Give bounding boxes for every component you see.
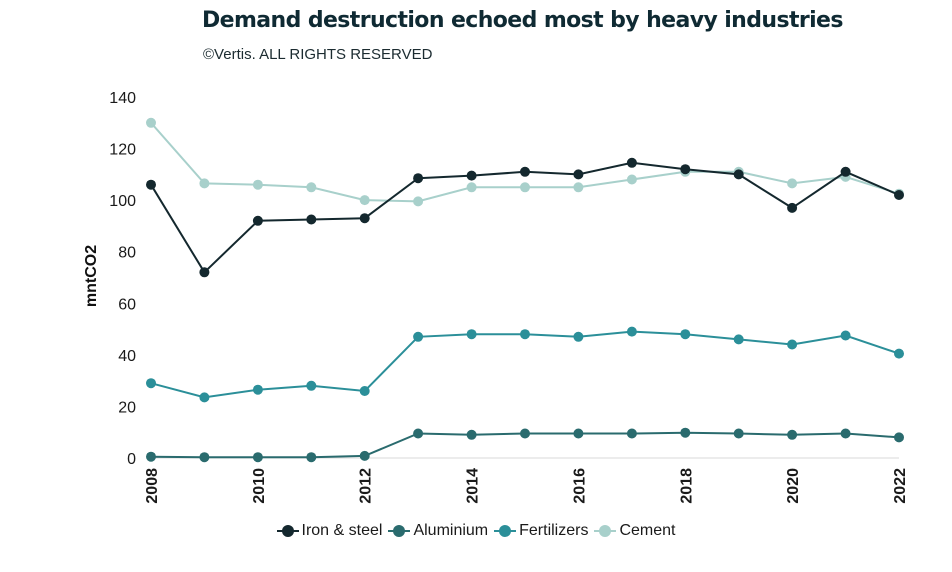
data-point [252,179,263,190]
data-point [626,174,637,185]
data-point [306,214,317,225]
y-tick-label: 20 [118,399,136,416]
data-point [573,169,584,180]
data-point [413,331,424,342]
legend-label: Fertilizers [519,522,589,539]
data-point [573,428,584,439]
data-point [359,450,370,461]
data-point [520,182,530,193]
series-cement [146,117,904,207]
chart-title: Demand destruction echoed most by heavy … [202,8,843,33]
y-tick-label: 140 [109,90,136,107]
data-point [306,380,317,391]
data-point [466,182,477,193]
y-tick-label: 0 [127,451,136,468]
data-point [306,182,317,193]
y-tick-label: 60 [118,296,136,313]
x-tick-label: 2008 [144,468,161,504]
legend-marker-icon [276,524,299,538]
data-point [520,166,530,177]
data-point [733,169,744,180]
legend-label: Iron & steel [301,522,383,539]
series-fertilizers [146,326,904,403]
data-point [894,432,904,443]
data-point [680,427,691,438]
data-point [252,384,263,395]
x-tick-label: 2012 [358,468,375,504]
data-point [573,182,584,193]
x-tick-label: 2022 [892,468,909,504]
legend-item: Iron & steel [276,522,383,540]
data-point [787,429,798,440]
data-point [520,428,530,439]
x-tick-label: 2016 [571,468,588,504]
data-point [466,170,477,181]
x-axis-tick-labels: 2008 2010 2012 2014 2016 2018 2020 2022 [144,468,909,504]
data-point [894,190,904,200]
data-point [787,178,798,189]
data-point [626,428,637,439]
data-point [680,164,691,175]
data-point [466,429,477,440]
legend-item: Aluminium [388,522,488,540]
data-point [146,378,156,389]
series-line [150,330,900,399]
legend-marker-icon [594,524,617,538]
data-point [733,428,744,439]
data-point [306,452,317,463]
data-point [466,329,477,340]
data-point [146,117,156,128]
data-point [413,196,424,207]
y-axis-label: mntCO2 [83,245,100,307]
legend-label: Aluminium [413,522,489,539]
data-point [146,451,156,462]
data-point [413,428,424,439]
data-point [787,339,798,350]
data-point [894,348,904,359]
data-point [199,178,210,189]
legend: Iron & steel Aluminium Fertilizers Cement [0,522,952,540]
data-point [840,428,851,439]
data-point [680,329,691,340]
y-tick-label: 40 [118,348,136,365]
y-tick-label: 100 [109,193,136,210]
data-point [359,213,370,224]
data-point [146,179,156,190]
series-line [150,161,900,274]
data-point [840,166,851,177]
series-group [146,117,904,463]
data-point [626,157,637,168]
legend-item: Cement [594,522,676,540]
data-point [413,173,424,184]
data-point [359,386,370,396]
x-tick-label: 2020 [785,468,802,504]
data-point [573,331,584,342]
data-point [359,195,370,206]
y-tick-label: 80 [118,245,136,262]
data-point [626,326,637,337]
data-point [252,452,263,463]
chart-subtitle: ©Vertis. ALL RIGHTS RESERVED [203,46,433,63]
y-axis-tick-labels: 0 20 40 60 80 100 120 140 [109,90,136,468]
legend-label: Cement [619,522,676,539]
data-point [199,392,210,403]
data-point [840,330,851,341]
data-point [252,215,263,226]
data-point [733,334,744,345]
series-iron-steel [146,157,904,278]
data-point [787,202,798,213]
legend-item: Fertilizers [494,522,588,540]
data-point [199,267,210,278]
x-tick-label: 2010 [251,468,268,504]
data-point [199,452,210,463]
legend-marker-icon [494,524,517,538]
x-tick-label: 2018 [678,468,695,504]
series-aluminium [146,427,904,463]
x-tick-label: 2014 [465,468,482,504]
data-point [520,329,530,340]
legend-marker-icon [388,524,411,538]
y-tick-label: 120 [109,142,136,159]
